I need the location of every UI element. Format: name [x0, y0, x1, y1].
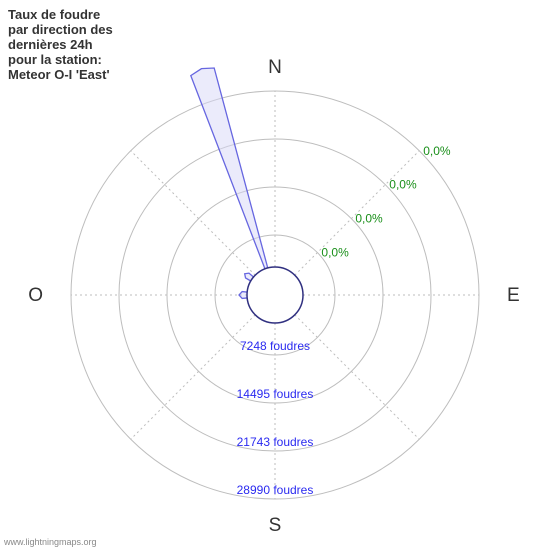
svg-text:7248 foudres: 7248 foudres: [240, 339, 310, 353]
svg-text:0,0%: 0,0%: [389, 178, 417, 192]
svg-text:0,0%: 0,0%: [321, 246, 349, 260]
svg-text:14495 foudres: 14495 foudres: [237, 387, 314, 401]
footer-credit: www.lightningmaps.org: [4, 537, 97, 547]
svg-text:28990 foudres: 28990 foudres: [237, 483, 314, 497]
chart-svg: 0,0% 7248 foudres 0,0% 14495 foudres 0,0% 217…: [0, 0, 550, 550]
cardinal-w: O: [28, 285, 43, 306]
cardinal-s: S: [269, 515, 282, 536]
svg-text:0,0%: 0,0%: [423, 144, 451, 158]
svg-text:0,0%: 0,0%: [355, 212, 383, 226]
polar-chart: Taux de foudre par direction des dernièr…: [0, 0, 550, 550]
cardinal-e: E: [507, 285, 520, 306]
cardinal-n: N: [268, 57, 282, 78]
svg-text:21743 foudres: 21743 foudres: [237, 435, 314, 449]
